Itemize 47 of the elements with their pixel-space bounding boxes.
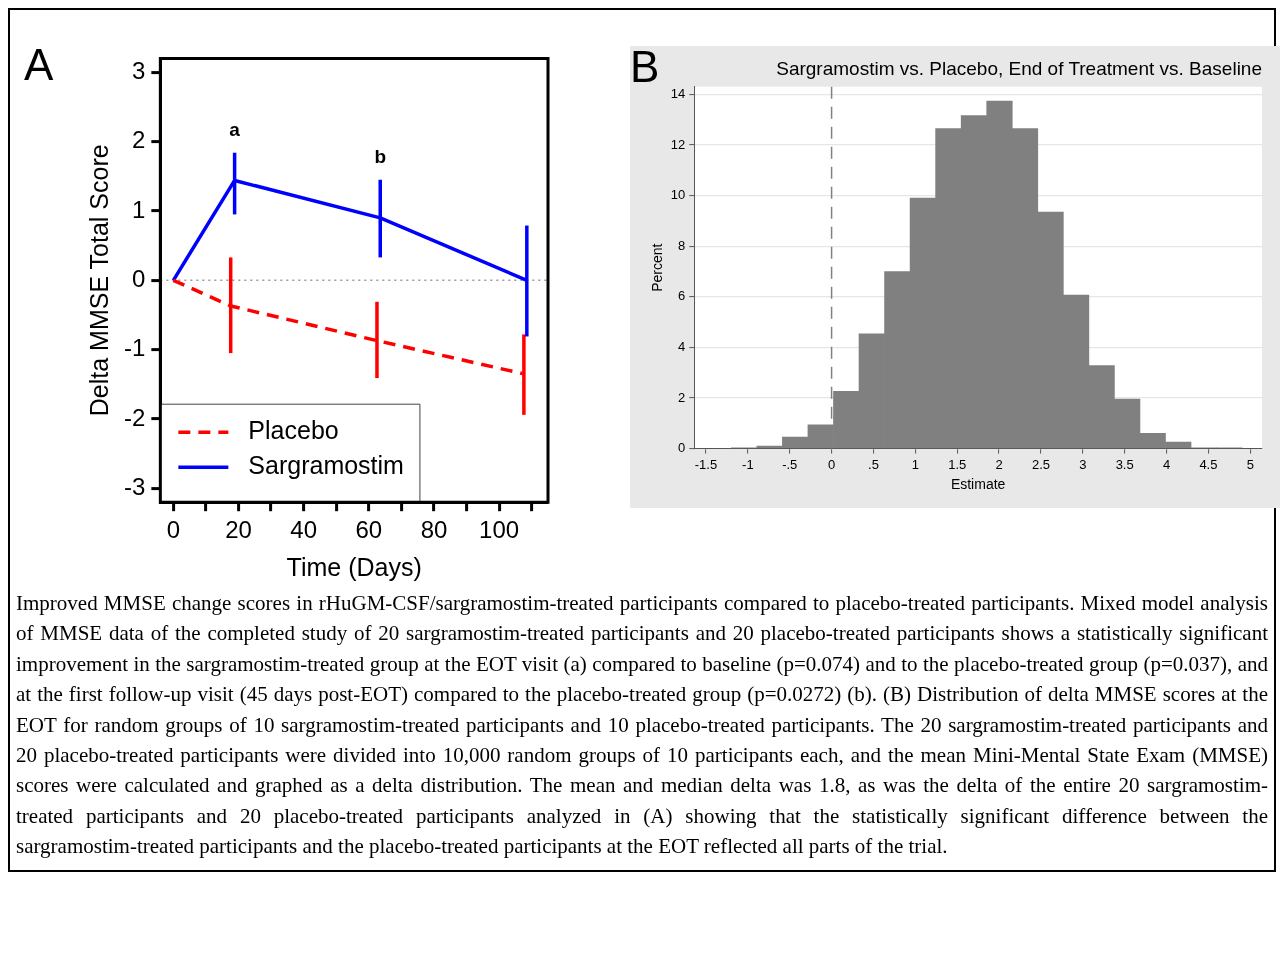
y-tick-label: -1	[124, 334, 146, 362]
x-tick-label: 4.5	[1199, 456, 1218, 472]
x-tick-label: 2.5	[1031, 456, 1050, 472]
legend-label: Placebo	[248, 416, 339, 445]
annotation: a	[229, 119, 241, 141]
text: A	[24, 40, 54, 90]
text: B	[630, 42, 660, 92]
x-tick-label: 5	[1246, 456, 1254, 472]
y-tick-label: -2	[124, 403, 146, 431]
x-tick-label: 0	[827, 456, 836, 472]
x-tick-label: 1	[911, 456, 919, 472]
y-tick-label: 6	[678, 288, 686, 304]
y-tick-label: 8	[678, 237, 686, 253]
x-tick-label: -1.5	[694, 456, 718, 472]
x-axis-title: Estimate	[950, 476, 1006, 493]
y-tick-label: 10	[670, 187, 686, 203]
x-tick-label: .5	[868, 456, 879, 472]
text: Improved MMSE change scores in rHuGM-CSF/sargramostim-treated participants compared to placebo-treated participants. Mixed model analysis of MMSE data of the completed study of 20 sargramostim-treated participants and 20 placebo-treated participants shows a statistically significant improvement in the sargramostim-treated group at the EOT visit (a) compared to baseline (p=0.074) and to the placebo-treated group (p=0.037), and at the first follow-up visit (45 days post-EOT) compared to the placebo-treated group (p=0.0272) (b). (B) Distribution of delta MMSE scores at the EOT for random groups of 10 sargramostim-treated participants and 10 placebo-treated participants. The 20 sargramostim-treated participants and 20 placebo-treated participants were divided into 10,000 random groups of 10 participants each, and the mean Mini-Mental State Exam (MMSE) scores were calculated and graphed as a delta distribution. The mean and median delta was 1.8, as was the delta of the entire 20 sargramostim-treated participants and 20 placebo-treated participants analyzed in (A) showing that the statistically significant difference between the sargramostim-treated participants and the placebo-treated participants at the EOT reflected all parts of the trial.	[16, 591, 1268, 859]
y-tick-label: 2	[131, 126, 146, 154]
y-tick-label: -3	[124, 472, 146, 500]
x-tick-label: 3	[1079, 456, 1087, 472]
x-tick-label: -.5	[782, 456, 798, 472]
x-tick-label: 60	[355, 516, 383, 544]
x-axis-title: Time (Days)	[286, 552, 422, 581]
x-tick-label: -1	[742, 456, 754, 472]
y-tick-label: 1	[131, 195, 146, 223]
y-axis-title: Delta MMSE Total Score	[84, 144, 113, 417]
x-tick-label: 0	[166, 516, 181, 544]
x-tick-label: 3.5	[1115, 456, 1134, 472]
y-tick-label: 2	[678, 389, 686, 405]
y-tick-label: 14	[670, 85, 686, 101]
annotation: b	[374, 146, 387, 168]
legend-label: Sargramostim	[248, 451, 404, 480]
chart-title: Sargramostim vs. Placebo, End of Treatment vs. Baseline	[776, 57, 1262, 79]
x-tick-label: 20	[225, 516, 252, 544]
x-tick-label: 4	[1162, 456, 1171, 472]
y-tick-label: 3	[131, 56, 146, 84]
x-tick-label: 2	[995, 456, 1003, 472]
x-tick-label: 100	[479, 516, 520, 544]
y-tick-label: 12	[670, 136, 686, 152]
y-tick-label: 0	[678, 440, 686, 456]
y-axis-title: Percent	[649, 243, 666, 292]
x-tick-label: 1.5	[948, 456, 967, 472]
y-tick-label: 0	[131, 264, 146, 292]
y-tick-label: 4	[678, 338, 686, 354]
x-tick-label: 40	[290, 516, 318, 544]
x-tick-label: 80	[420, 516, 448, 544]
